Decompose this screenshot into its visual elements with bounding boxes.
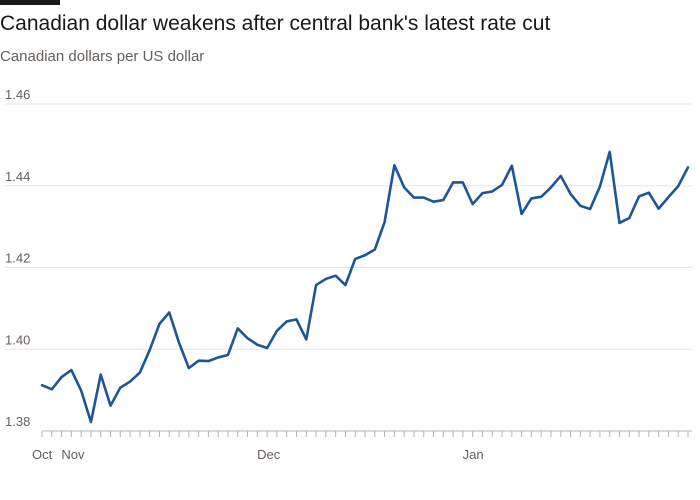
chart-subtitle: Canadian dollars per US dollar xyxy=(0,48,205,65)
top-accent-bar xyxy=(0,0,60,5)
gridlines xyxy=(5,103,692,432)
chart-title: Canadian dollar weakens after central ba… xyxy=(0,12,551,35)
series-line xyxy=(40,150,690,424)
x-tick-label: Nov xyxy=(61,447,85,462)
x-tick-label: Jan xyxy=(463,447,484,462)
series-layer xyxy=(40,150,690,424)
y-tick-label: 1.46 xyxy=(5,87,30,102)
x-tick-label: Dec xyxy=(257,447,281,462)
y-tick-label: 1.44 xyxy=(5,169,30,184)
y-tick-label: 1.42 xyxy=(5,251,30,266)
y-tick-label: 1.40 xyxy=(5,332,30,347)
y-axis: 1.46 1.44 1.42 1.40 1.38 xyxy=(5,87,30,429)
x-tick-label: Oct xyxy=(32,447,53,462)
y-tick-label: 1.38 xyxy=(5,414,30,429)
x-axis: Oct Nov Dec Jan xyxy=(32,431,689,462)
